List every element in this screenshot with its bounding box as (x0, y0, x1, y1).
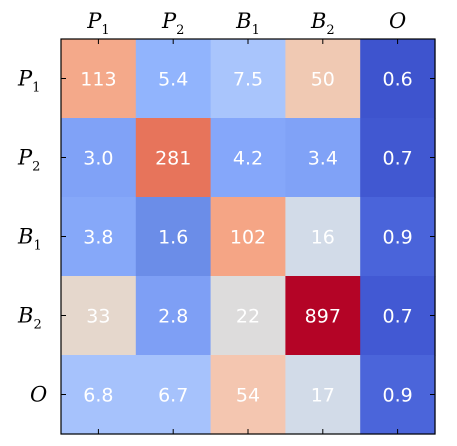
cell-value-label: 0.6 (382, 69, 412, 91)
cell-value-label: 22 (236, 306, 260, 328)
cell-value-label: 3.4 (308, 148, 338, 170)
heatmap-cell (61, 355, 137, 435)
heatmap-cell (61, 39, 137, 119)
cell-value-label: 33 (86, 306, 110, 328)
cell-value-label: 2.8 (158, 306, 188, 328)
x-tick-label: P2 (161, 9, 184, 38)
cell-value-label: 0.9 (382, 385, 412, 407)
cell-labels-layer: 113 5.4 7.5 50 0.6 3.0 281 4.2 3.4 0.7 3.8 1.6 102 16… (80, 69, 412, 407)
cell-value-label: 7.5 (233, 69, 263, 91)
heatmap-cell (135, 276, 212, 356)
heatmap-cell (285, 276, 361, 356)
cell-value-label: 6.7 (158, 385, 188, 407)
y-tick-label: P1 (17, 67, 40, 96)
y-tick-label: O (30, 383, 47, 407)
y-tick-label: B2 (17, 304, 42, 333)
heatmap-cell (360, 118, 436, 198)
heatmap-cell (61, 118, 137, 198)
heatmap-cell (360, 276, 436, 356)
heatmap-cell (285, 197, 361, 277)
heatmap-cell (210, 39, 286, 119)
cell-value-label: 897 (305, 306, 341, 328)
cell-value-label: 3.8 (83, 227, 113, 249)
y-tick-label: B1 (17, 225, 42, 254)
cell-value-label: 54 (236, 385, 260, 407)
cell-value-label: 0.9 (382, 227, 412, 249)
cells-layer (61, 39, 436, 435)
x-tick-label: B1 (235, 9, 260, 38)
heatmap-cell (210, 118, 286, 198)
cell-value-label: 3.0 (83, 148, 113, 170)
heatmap-cell (210, 197, 286, 277)
heatmap-cell (285, 39, 361, 119)
heatmap-cell (210, 276, 286, 356)
cell-value-label: 0.7 (382, 306, 412, 328)
cell-value-label: 5.4 (158, 69, 188, 91)
heatmap-cell (135, 197, 212, 277)
x-tick-label: P1 (86, 9, 109, 38)
cell-value-label: 4.2 (233, 148, 263, 170)
cell-value-label: 16 (311, 227, 335, 249)
cell-value-label: 281 (155, 148, 191, 170)
heatmap-cell (135, 118, 212, 198)
heatmap-cell (135, 39, 212, 119)
heatmap-cell (285, 118, 361, 198)
cell-value-label: 1.6 (158, 227, 188, 249)
heatmap-cell (360, 197, 436, 277)
heatmap-cell (360, 39, 436, 119)
y-tick-labels: P1 P2 B1 B2 O (17, 67, 47, 407)
cell-value-label: 113 (80, 69, 116, 91)
heatmap-cell (61, 276, 137, 356)
x-tick-label: B2 (310, 9, 335, 38)
heatmap-cell (285, 355, 361, 435)
heatmap-cell (135, 355, 212, 435)
cell-value-label: 17 (311, 385, 335, 407)
cell-value-label: 50 (311, 69, 335, 91)
x-tick-label: O (389, 9, 406, 33)
cell-value-label: 6.8 (83, 385, 113, 407)
cell-value-label: 0.7 (382, 148, 412, 170)
heatmap-cell (210, 355, 286, 435)
heatmap-cell (61, 197, 137, 277)
ticks-layer (61, 39, 435, 434)
y-tick-label: P2 (17, 146, 40, 175)
heatmap-cell (360, 355, 436, 435)
x-tick-labels: P1 P2 B1 B2 O (86, 9, 406, 38)
cell-value-label: 102 (230, 227, 266, 249)
